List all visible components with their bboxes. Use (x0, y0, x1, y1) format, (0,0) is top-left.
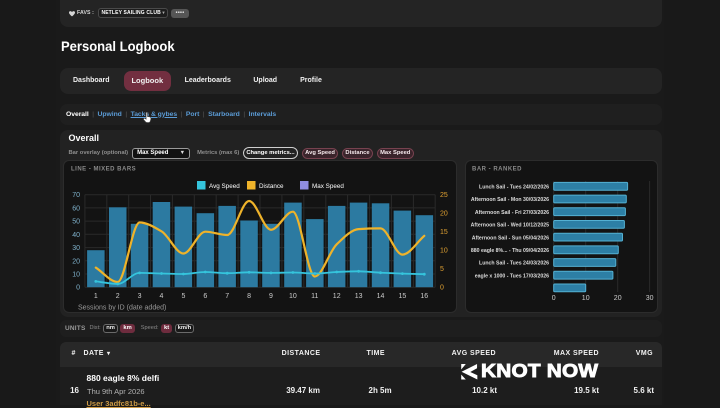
svg-text:10: 10 (582, 295, 590, 302)
svg-text:25: 25 (440, 192, 448, 199)
svg-text:60: 60 (72, 205, 80, 212)
svg-text:5: 5 (440, 266, 444, 273)
svg-text:15: 15 (399, 293, 407, 300)
svg-text:13: 13 (355, 293, 363, 300)
svg-text:12: 12 (333, 293, 341, 300)
svg-text:5: 5 (181, 293, 185, 300)
svg-text:Afternoon Sail - Sun 05/04/202: Afternoon Sail - Sun 05/04/2026 (472, 235, 549, 241)
svg-text:Afternoon Sail - Wed 10/12/202: Afternoon Sail - Wed 10/12/2025 (471, 223, 549, 229)
svg-text:11: 11 (311, 293, 318, 300)
svg-text:20: 20 (440, 211, 448, 218)
svg-text:15: 15 (440, 229, 448, 236)
svg-text:30: 30 (72, 245, 80, 252)
svg-text:10: 10 (440, 248, 448, 255)
svg-text:9: 9 (269, 293, 273, 300)
svg-text:Afternoon Sail - Fri 27/03/202: Afternoon Sail - Fri 27/03/2026 (475, 210, 549, 216)
svg-text:30: 30 (646, 295, 654, 302)
svg-text:50: 50 (72, 219, 80, 226)
svg-text:7: 7 (225, 293, 229, 300)
svg-text:10: 10 (72, 272, 80, 279)
svg-text:0: 0 (76, 285, 80, 292)
svg-text:20: 20 (72, 258, 80, 265)
svg-text:1: 1 (94, 293, 98, 300)
svg-text:Sessions by ID (date added): Sessions by ID (date added) (78, 305, 166, 312)
svg-text:Lunch Sail - Tues 24/03/2026: Lunch Sail - Tues 24/03/2026 (479, 261, 549, 267)
svg-text:20: 20 (614, 295, 622, 302)
svg-text:BAR - RANKED: BAR - RANKED (472, 167, 522, 173)
svg-text:40: 40 (72, 232, 80, 239)
svg-text:6: 6 (203, 293, 207, 300)
svg-text:eagle x 1000 - Tues 17/03/2026: eagle x 1000 - Tues 17/03/2026 (475, 273, 549, 279)
svg-text:Lunch Sail - Tues 24/02/2026: Lunch Sail - Tues 24/02/2026 (479, 185, 549, 191)
svg-text:14: 14 (377, 293, 385, 300)
svg-text:3: 3 (138, 293, 142, 300)
svg-text:70: 70 (72, 192, 80, 199)
svg-text:4: 4 (160, 293, 164, 300)
svg-text:10: 10 (289, 293, 297, 300)
svg-text:16: 16 (420, 293, 428, 300)
svg-text:0: 0 (552, 295, 556, 302)
svg-text:880 eagle 8%... - Thu 09/04/20: 880 eagle 8%... - Thu 09/04/2026 (471, 248, 549, 254)
svg-text:LINE - MIXED BARS: LINE - MIXED BARS (71, 167, 136, 173)
svg-text:Distance: Distance (259, 183, 284, 190)
svg-text:Max Speed: Max Speed (312, 183, 344, 190)
svg-text:Avg Speed: Avg Speed (209, 183, 240, 190)
svg-text:Afternoon Sail - Mon 30/03/202: Afternoon Sail - Mon 30/03/2026 (471, 197, 549, 203)
svg-text:8: 8 (247, 293, 251, 300)
svg-text:0: 0 (440, 285, 444, 292)
svg-text:2: 2 (116, 293, 120, 300)
